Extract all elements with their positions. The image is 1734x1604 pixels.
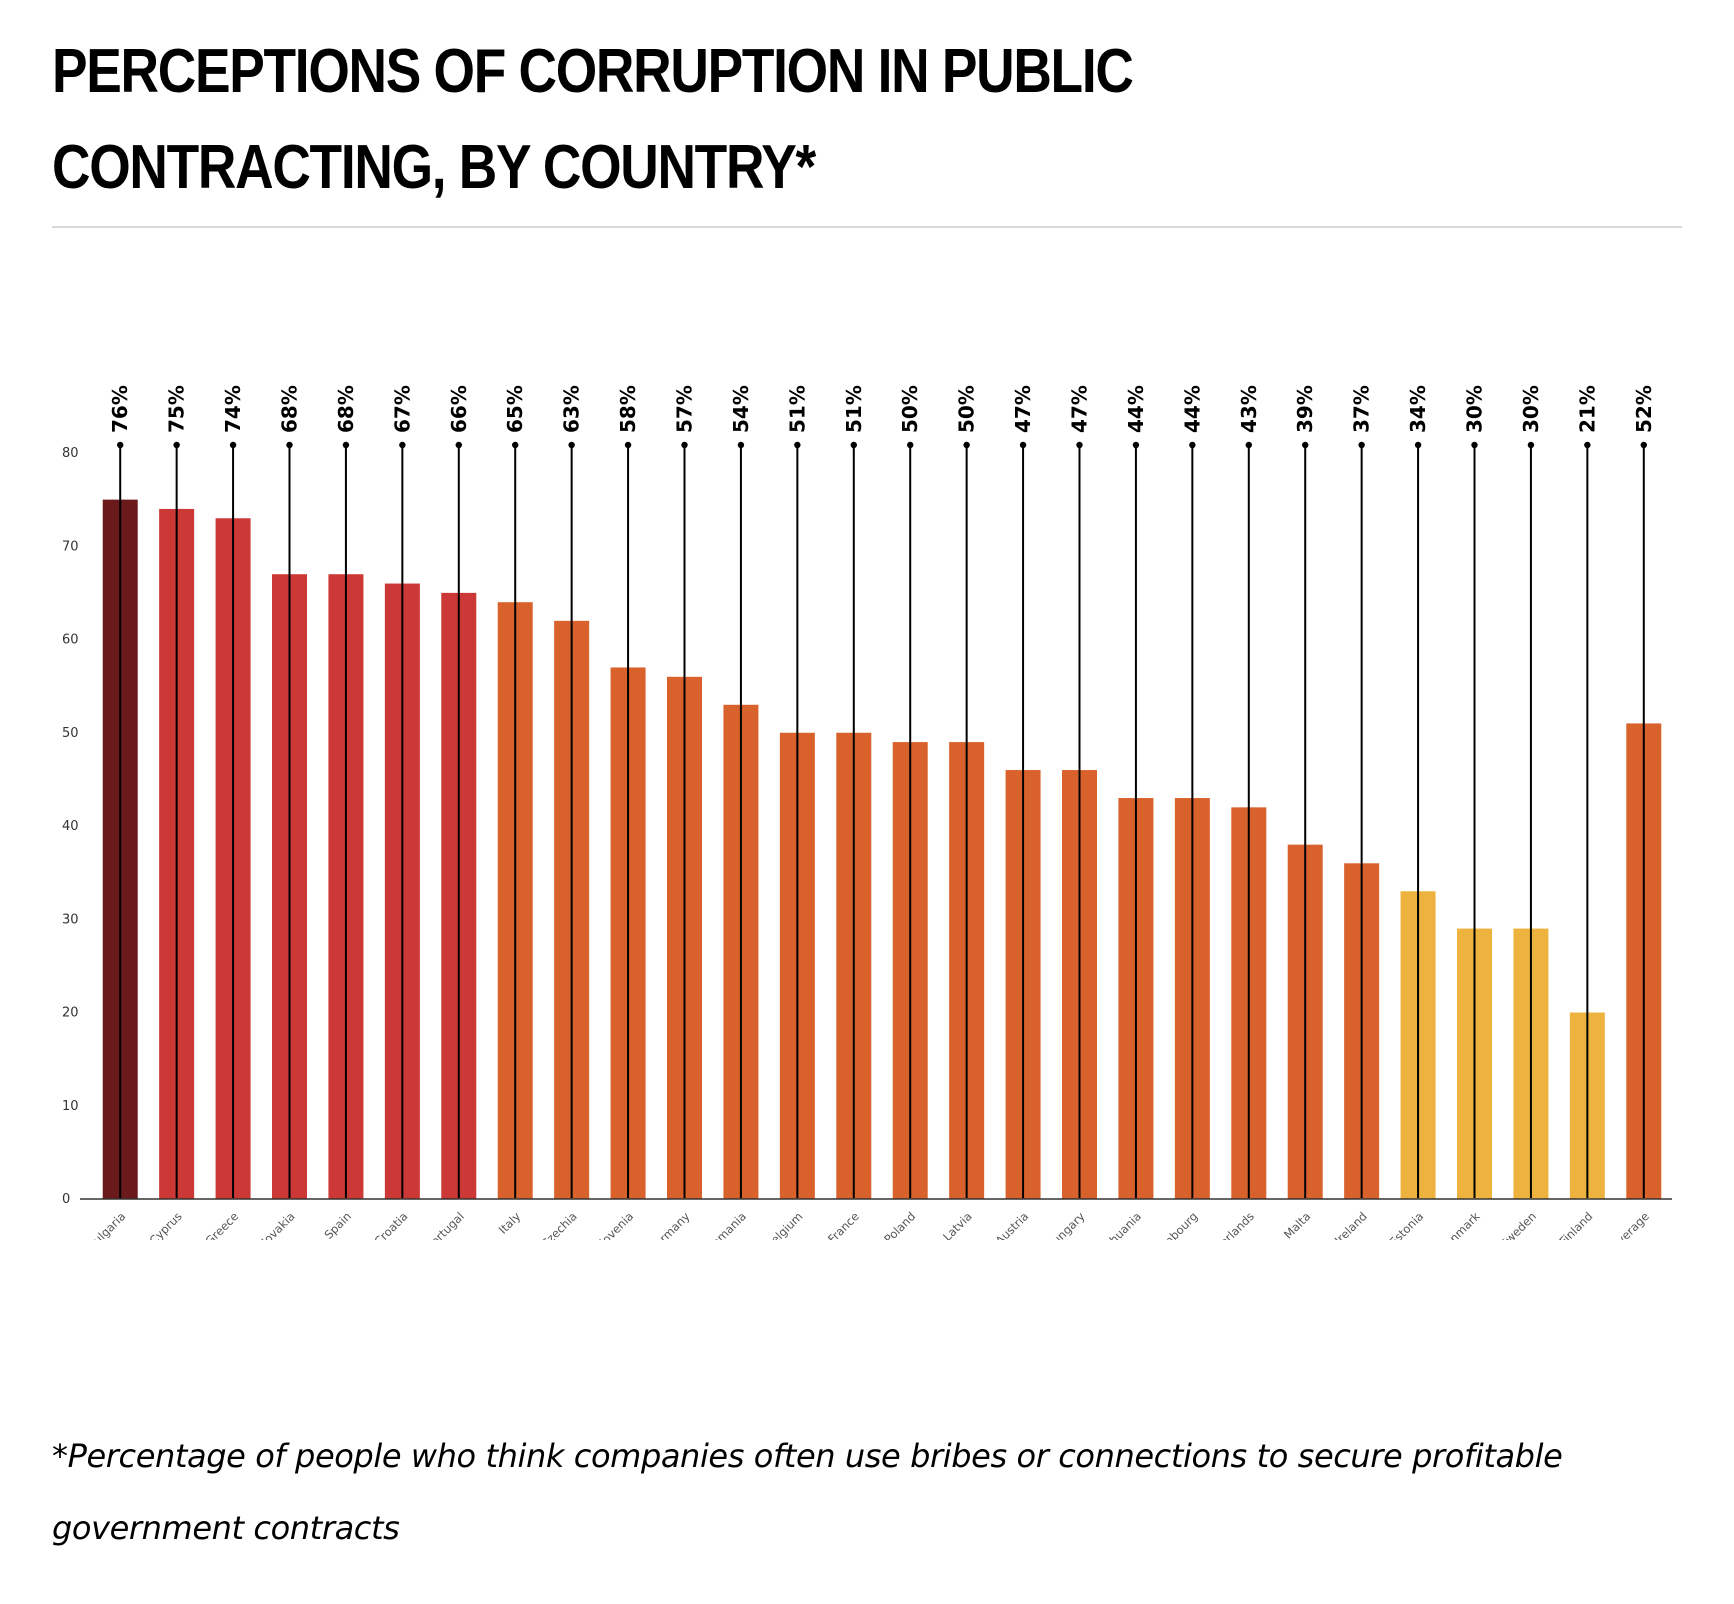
x-tick-label: Spain <box>321 1209 354 1240</box>
x-tick-label: France <box>825 1209 862 1240</box>
data-label: 39% <box>1293 385 1317 433</box>
data-label: 50% <box>898 385 922 433</box>
data-label: 76% <box>108 385 132 433</box>
label-stem-dot <box>1584 441 1591 449</box>
x-tick-label: Hungary <box>1043 1209 1088 1240</box>
x-tick-label: Cyprus <box>146 1209 184 1240</box>
label-stem-dot <box>1640 441 1647 449</box>
x-tick-label: Sweden <box>1497 1209 1539 1240</box>
label-stem-dot <box>173 441 180 449</box>
data-label: 52% <box>1632 385 1656 433</box>
label-stem-dot <box>794 441 801 449</box>
data-label: 34% <box>1406 385 1430 433</box>
label-stem-dot <box>850 441 857 449</box>
label-stem-dot <box>737 441 745 449</box>
chart-title: PERCEPTIONS OF CORRUPTION IN PUBLIC CONT… <box>52 37 1134 202</box>
x-tick-label: Malta <box>1281 1209 1313 1240</box>
x-tick-label: Ireland <box>1332 1209 1370 1240</box>
label-stem-dot <box>624 441 632 449</box>
data-label: 67% <box>390 385 414 433</box>
x-tick-label: Romania <box>704 1209 749 1240</box>
label-stem-dot <box>1132 441 1140 449</box>
x-tick-label: Netherlands <box>1197 1209 1256 1240</box>
y-tick-label: 20 <box>62 1006 79 1021</box>
x-tick-label: Croatia <box>371 1209 410 1240</box>
x-tick-label: Portugal <box>423 1209 467 1240</box>
data-label: 74% <box>221 385 245 433</box>
x-tick-label: Belgium <box>762 1209 805 1240</box>
label-stem-dot <box>399 441 406 449</box>
bar-chart: 0 10 20 30 40 50 60 70 80 76% Bulgaria 75% Cyprus 74%… <box>62 385 1672 1240</box>
label-stem-dot <box>229 441 237 449</box>
y-tick-label: 60 <box>62 633 79 648</box>
data-label: 21% <box>1575 385 1599 433</box>
label-stem-dot <box>907 441 914 449</box>
label-stem-dot <box>286 441 293 449</box>
label-stem-dot <box>1245 441 1252 449</box>
data-label: 57% <box>673 385 697 433</box>
y-tick-label: 50 <box>62 726 79 741</box>
label-stem-dot <box>512 441 519 449</box>
x-tick-label: Estonia <box>1386 1209 1426 1240</box>
x-tick-label: Slovenia <box>592 1209 637 1240</box>
data-label: 51% <box>785 385 809 433</box>
x-tick-label: Slovakia <box>254 1209 298 1240</box>
data-label: 30% <box>1463 385 1487 433</box>
data-label: 68% <box>334 385 358 433</box>
data-label: 50% <box>955 385 979 433</box>
label-stem-dot <box>117 441 124 449</box>
label-stem-dot <box>1471 441 1478 449</box>
data-label: 66% <box>447 385 471 433</box>
data-label: 68% <box>278 385 302 433</box>
x-tick-label: Austria <box>993 1209 1032 1240</box>
data-label: 58% <box>616 385 640 433</box>
data-label: 44% <box>1124 385 1148 433</box>
label-stem-dot <box>455 441 462 449</box>
y-tick-label: 0 <box>62 1192 70 1207</box>
x-tick-label: Italy <box>496 1209 524 1237</box>
chart-footnote: *Percentage of people who think companie… <box>52 1437 1563 1547</box>
y-tick-label: 40 <box>62 819 79 834</box>
label-stem-dot <box>963 441 970 449</box>
data-label: 75% <box>165 385 189 433</box>
data-label: 63% <box>560 385 584 433</box>
data-label: 65% <box>503 385 527 433</box>
label-stem-dot <box>1189 441 1196 449</box>
label-stem-dot <box>1358 441 1365 449</box>
y-tick-label: 70 <box>62 539 79 554</box>
data-label: 43% <box>1237 385 1261 433</box>
data-label: 54% <box>729 385 753 433</box>
label-stem-dot <box>681 441 688 449</box>
label-stem-dot <box>1019 441 1027 449</box>
data-label: 30% <box>1519 385 1543 433</box>
label-stem-dot <box>1076 441 1083 449</box>
x-tick-label: Bulgaria <box>85 1209 129 1240</box>
x-tick-label: Finland <box>1557 1209 1596 1240</box>
label-stem-dot <box>1302 441 1309 449</box>
x-tick-label: Latvia <box>940 1209 975 1240</box>
x-tick-label: Luxembourg <box>1140 1209 1201 1240</box>
data-label: 37% <box>1350 385 1374 433</box>
x-tick-label: Denmark <box>1435 1209 1483 1240</box>
x-tick-label: EU Average <box>1595 1209 1652 1240</box>
y-tick-label: 30 <box>62 912 79 927</box>
x-tick-label: Czechia <box>538 1209 580 1240</box>
x-tick-label: Lithuania <box>1096 1209 1144 1240</box>
data-label: 47% <box>1068 385 1092 433</box>
data-label: 51% <box>842 385 866 433</box>
title-divider <box>52 226 1682 228</box>
data-label: 44% <box>1180 385 1204 433</box>
label-stem-dot <box>1527 441 1535 449</box>
label-stem-dot <box>342 441 350 449</box>
y-tick-label: 10 <box>62 1099 79 1114</box>
data-label: 47% <box>1011 385 1035 433</box>
y-tick-label: 80 <box>62 446 79 461</box>
x-tick-label: Poland <box>881 1209 918 1240</box>
x-tick-label: Germany <box>645 1209 692 1240</box>
x-tick-label: Greece <box>202 1209 241 1240</box>
label-stem-dot <box>1414 441 1422 449</box>
label-stem-dot <box>568 441 575 449</box>
